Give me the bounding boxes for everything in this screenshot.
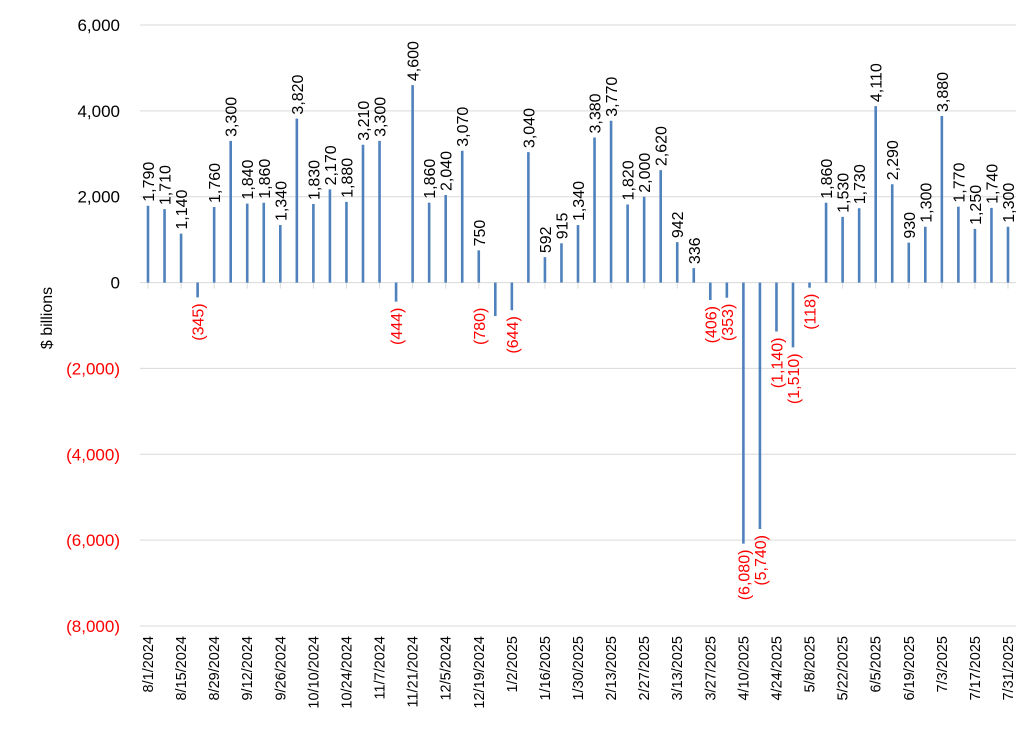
x-tick-label: 3/27/2025 — [703, 636, 719, 701]
data-label: 3,070 — [455, 107, 472, 147]
x-tick-label: 12/5/2024 — [439, 636, 455, 701]
data-label: 1,740 — [984, 164, 1001, 204]
data-label: 1,860 — [257, 159, 274, 199]
data-label: 3,380 — [588, 93, 605, 133]
x-tick-label: 11/21/2024 — [406, 636, 422, 708]
data-label: 1,860 — [422, 159, 439, 199]
x-tick-label: 2/27/2025 — [637, 636, 653, 701]
x-tick-label: 8/1/2024 — [141, 636, 157, 692]
bars — [146, 85, 1010, 544]
data-label: 1,770 — [951, 162, 968, 202]
x-tick-label: 11/7/2024 — [373, 636, 389, 699]
data-label: 3,770 — [604, 77, 621, 117]
x-tick-label: 7/31/2025 — [1001, 636, 1017, 701]
data-label: (1,510) — [786, 353, 803, 404]
y-tick-label: (8,000) — [66, 617, 120, 636]
data-label: 3,880 — [935, 72, 952, 112]
data-label: 1,730 — [852, 164, 869, 204]
x-tick-label: 6/5/2025 — [869, 636, 885, 692]
x-tick-label: 8/29/2024 — [207, 636, 223, 701]
data-label: 4,110 — [869, 63, 886, 102]
data-label: 942 — [670, 211, 687, 238]
data-label: (5,740) — [753, 535, 770, 586]
data-label: (353) — [720, 304, 737, 341]
data-label: 3,300 — [373, 97, 390, 137]
gridlines — [140, 24, 1016, 627]
x-axis-ticks: 8/1/2024 8/15/2024 8/29/2024 9/12/2024 9/26/… — [141, 636, 1017, 709]
data-label: 915 — [554, 212, 571, 239]
x-tick-label: 10/24/2024 — [339, 636, 355, 709]
x-tick-label: 7/17/2025 — [968, 636, 984, 701]
data-label: 1,300 — [918, 183, 935, 223]
y-tick-label: (2,000) — [66, 359, 120, 378]
data-label: 2,000 — [637, 153, 654, 193]
data-label: 3,040 — [521, 108, 538, 148]
x-tick-label: 7/3/2025 — [935, 636, 951, 692]
x-tick-label: 1/30/2025 — [571, 636, 587, 701]
data-label: 2,290 — [885, 140, 902, 180]
data-label: 750 — [472, 220, 489, 247]
data-label: 3,820 — [290, 74, 307, 114]
data-label: (406) — [703, 306, 720, 343]
data-label: 1,530 — [836, 173, 853, 213]
data-label: 1,830 — [306, 160, 323, 200]
x-tick-label: 5/22/2025 — [836, 636, 852, 701]
data-label: (118) — [803, 294, 820, 330]
x-tick-label: 9/12/2024 — [240, 636, 256, 701]
y-tick-label: (6,000) — [66, 531, 120, 550]
data-label: 1,710 — [158, 165, 175, 205]
data-label: (1,140) — [769, 338, 786, 389]
data-label: 2,170 — [323, 145, 340, 185]
y-tick-label: 4,000 — [77, 102, 120, 121]
y-axis-ticks: 6,000 4,000 2,000 0 (2,000) (4,000) (6,000) (8,… — [66, 16, 120, 636]
data-label: 2,040 — [439, 151, 456, 191]
data-label: (780) — [472, 308, 489, 345]
y-tick-label: 0 — [111, 274, 120, 293]
x-tick-label: 5/8/2025 — [803, 636, 819, 692]
x-tick-label: 3/13/2025 — [670, 636, 686, 701]
y-axis-label: $ billions — [39, 287, 56, 349]
data-label: 3,300 — [224, 97, 241, 137]
x-tick-label: 1/2/2025 — [505, 636, 521, 692]
data-label: 592 — [538, 226, 555, 253]
data-label: 2,620 — [654, 126, 671, 166]
x-tick-label: 6/19/2025 — [902, 636, 918, 701]
data-label: 1,820 — [621, 160, 638, 200]
data-label: (444) — [389, 308, 406, 345]
x-tick-label: 4/10/2025 — [736, 636, 752, 701]
data-label: 4,600 — [406, 41, 423, 81]
x-tick-label: 9/26/2024 — [273, 636, 289, 701]
data-label: 1,250 — [968, 185, 985, 225]
y-tick-label: 6,000 — [77, 16, 120, 35]
data-label: (345) — [191, 303, 208, 340]
x-tick-label: 4/24/2025 — [769, 636, 785, 701]
data-label: 1,340 — [571, 181, 588, 221]
x-tick-label: 1/16/2025 — [538, 636, 554, 701]
x-tick-label: 2/13/2025 — [604, 636, 620, 701]
data-label: 930 — [902, 212, 919, 239]
x-tick-label: 10/10/2024 — [306, 636, 322, 709]
data-label: 1,790 — [141, 162, 158, 202]
y-tick-label: 2,000 — [77, 188, 120, 207]
data-label: 336 — [687, 237, 704, 264]
data-label: 3,210 — [356, 101, 373, 141]
data-label: 1,880 — [339, 158, 356, 198]
y-tick-label: (4,000) — [66, 445, 120, 464]
data-label: 1,860 — [819, 159, 836, 199]
data-label: 1,840 — [240, 159, 257, 199]
data-label: 1,760 — [207, 163, 224, 203]
data-label: (644) — [505, 316, 522, 353]
data-label: 1,140 — [174, 189, 191, 229]
data-label: (6,080) — [736, 550, 753, 601]
x-tick-label: 8/15/2024 — [174, 636, 190, 701]
data-label: 1,300 — [1001, 183, 1018, 223]
data-label: 1,340 — [273, 181, 290, 221]
x-tick-label: 12/19/2024 — [472, 636, 488, 709]
